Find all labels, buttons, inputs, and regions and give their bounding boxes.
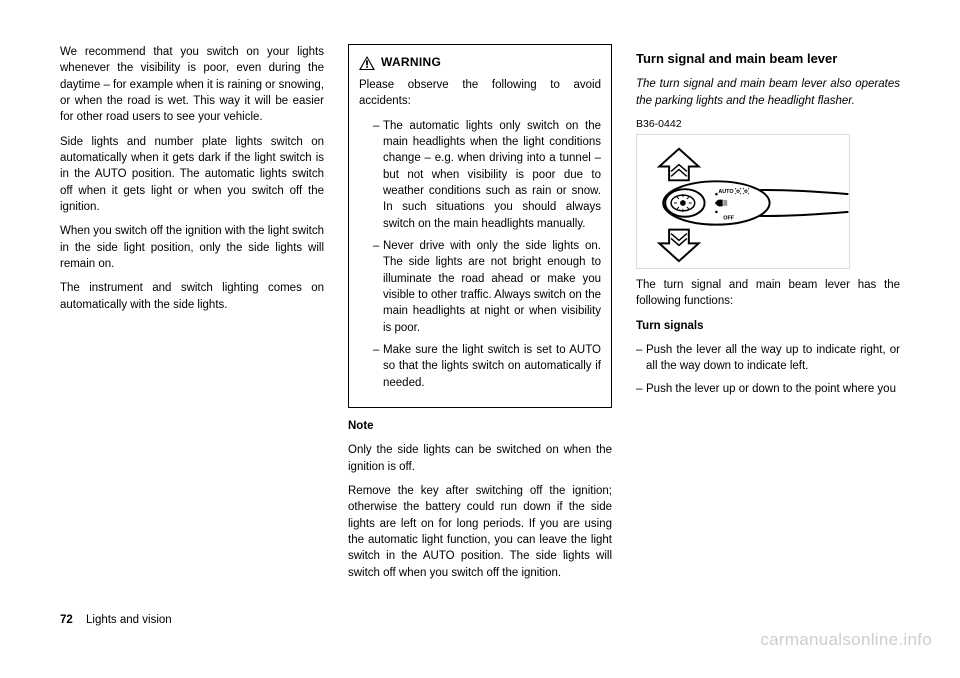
- warning-label: WARNING: [381, 54, 441, 71]
- paragraph: We recommend that you switch on your lig…: [60, 44, 324, 126]
- footer-left: 72 Lights and vision: [60, 614, 172, 626]
- warning-bullet: The automatic lights only switch on the …: [373, 118, 601, 232]
- column-left: We recommend that you switch on your lig…: [60, 44, 324, 589]
- watermark: carmanualsonline.info: [760, 630, 932, 650]
- warning-bullet: Make sure the light switch is set to AUT…: [373, 342, 601, 391]
- note-heading: Note: [348, 418, 612, 434]
- column-right: Turn signal and main beam lever The turn…: [636, 44, 900, 589]
- figure-code: B36-0442: [636, 117, 900, 132]
- column-middle: WARNING Please observe the following to …: [348, 44, 612, 589]
- bullet-list: Push the lever all the way up to indicat…: [636, 342, 900, 397]
- bullet-item: Push the lever up or down to the point w…: [636, 381, 900, 397]
- paragraph: The instrument and switch lighting comes…: [60, 280, 324, 313]
- warning-body: Please observe the following to avoid ac…: [359, 77, 601, 391]
- lever-illustration: AUTO OFF: [636, 134, 850, 269]
- warning-bullet: Never drive with only the side lights on…: [373, 238, 601, 336]
- knob-label-off: OFF: [723, 216, 735, 222]
- note-paragraph: Remove the key after switching off the i…: [348, 483, 612, 581]
- footer-section: Lights and vision: [86, 614, 172, 626]
- warning-header: WARNING: [359, 54, 601, 71]
- warning-box: WARNING Please observe the following to …: [348, 44, 612, 408]
- knob-label-auto: AUTO: [718, 189, 733, 195]
- subsection-heading: Turn signals: [636, 318, 900, 334]
- page-footer: 72 Lights and vision: [60, 614, 900, 626]
- paragraph: When you switch off the ignition with th…: [60, 223, 324, 272]
- columns-container: We recommend that you switch on your lig…: [60, 44, 900, 589]
- note-paragraph: Only the side lights can be switched on …: [348, 442, 612, 475]
- page-number: 72: [60, 614, 73, 626]
- paragraph: The turn signal and main beam lever has …: [636, 277, 900, 310]
- section-lead: The turn signal and main beam lever also…: [636, 76, 900, 109]
- section-title: Turn signal and main beam lever: [636, 50, 900, 68]
- manual-page: We recommend that you switch on your lig…: [0, 0, 960, 678]
- warning-triangle-icon: [359, 56, 375, 70]
- warning-bullet-list: The automatic lights only switch on the …: [373, 118, 601, 391]
- bullet-item: Push the lever all the way up to indicat…: [636, 342, 900, 375]
- paragraph: Side lights and number plate lights swit…: [60, 134, 324, 216]
- warning-intro: Please observe the following to avoid ac…: [359, 77, 601, 110]
